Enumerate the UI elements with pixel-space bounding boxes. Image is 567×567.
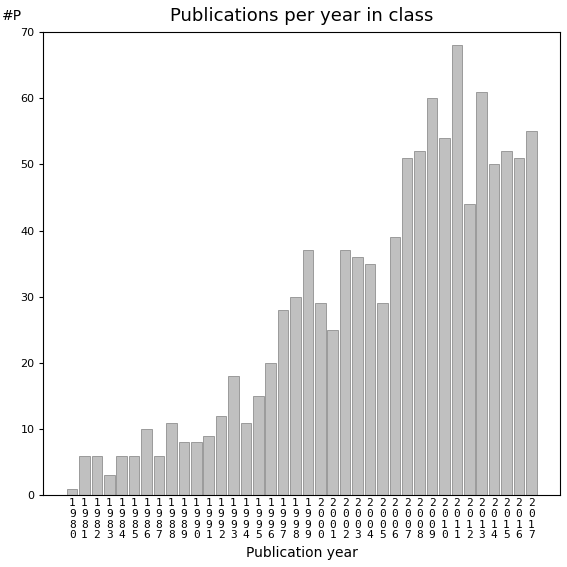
Bar <box>315 303 325 496</box>
Bar <box>464 204 475 496</box>
Bar <box>526 132 536 496</box>
Bar <box>340 251 350 496</box>
Bar <box>204 436 214 496</box>
Bar <box>67 489 78 496</box>
Bar <box>476 92 487 496</box>
Bar <box>439 138 450 496</box>
Bar <box>240 422 251 496</box>
Bar <box>278 310 289 496</box>
Bar <box>414 151 425 496</box>
Bar <box>352 257 363 496</box>
X-axis label: Publication year: Publication year <box>246 546 358 560</box>
Bar <box>427 98 437 496</box>
Bar <box>303 251 313 496</box>
Bar <box>253 396 264 496</box>
Y-axis label: #P: #P <box>2 9 23 23</box>
Bar <box>501 151 512 496</box>
Bar <box>191 442 201 496</box>
Bar <box>390 237 400 496</box>
Bar <box>154 456 164 496</box>
Bar <box>116 456 127 496</box>
Bar <box>514 158 524 496</box>
Bar <box>166 422 177 496</box>
Title: Publications per year in class: Publications per year in class <box>170 7 433 25</box>
Bar <box>228 376 239 496</box>
Bar <box>141 429 152 496</box>
Bar <box>92 456 102 496</box>
Bar <box>328 330 338 496</box>
Bar <box>377 303 388 496</box>
Bar <box>79 456 90 496</box>
Bar <box>451 45 462 496</box>
Bar <box>290 297 301 496</box>
Bar <box>179 442 189 496</box>
Bar <box>129 456 139 496</box>
Bar <box>104 476 115 496</box>
Bar <box>402 158 412 496</box>
Bar <box>365 264 375 496</box>
Bar <box>216 416 226 496</box>
Bar <box>489 164 500 496</box>
Bar <box>265 363 276 496</box>
